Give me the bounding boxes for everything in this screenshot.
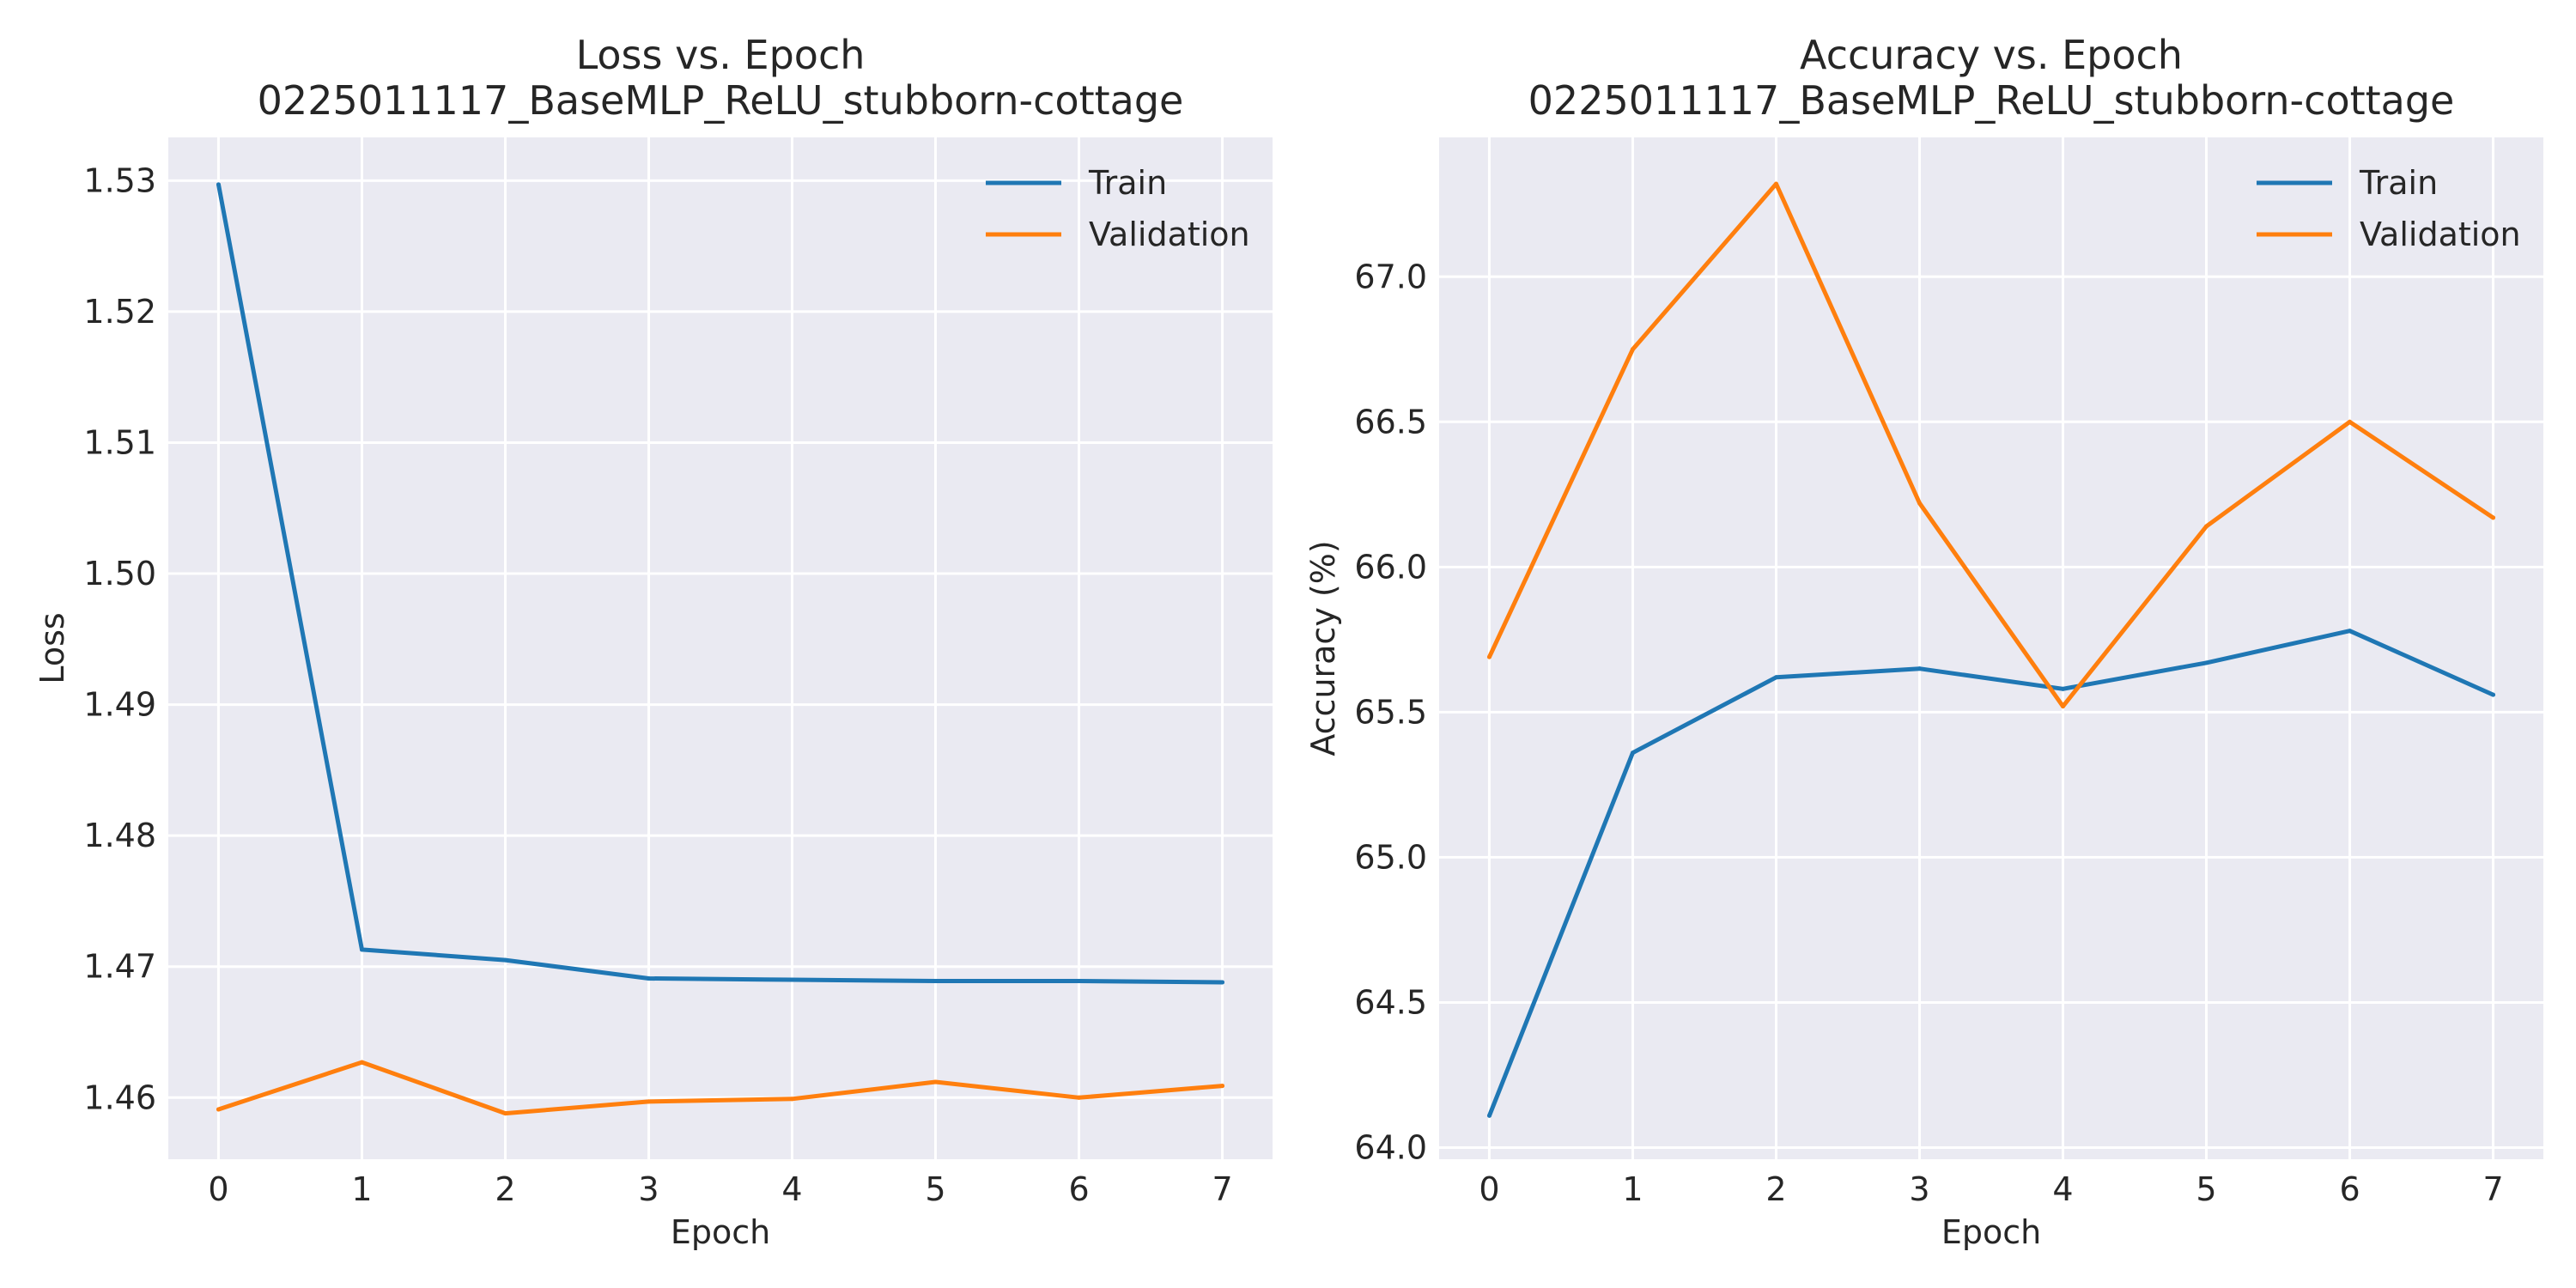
data-point-train <box>790 977 795 982</box>
x-tick-label: 4 <box>781 1170 802 1208</box>
y-tick-label: 1.47 <box>83 948 156 986</box>
data-point-train <box>1486 1113 1492 1118</box>
y-tick-label: 65.5 <box>1354 693 1427 731</box>
y-axis-label: Accuracy (%) <box>1304 540 1342 756</box>
series-line-validation <box>1487 181 2495 709</box>
y-tick-label: 66.0 <box>1354 548 1427 586</box>
x-tick-label: 1 <box>1622 1170 1643 1208</box>
x-tick-label: 5 <box>925 1170 945 1208</box>
chart-title: Accuracy vs. Epoch <box>1800 32 2183 78</box>
data-point-validation <box>933 1079 939 1084</box>
legend-label-train: Train <box>1088 164 1167 202</box>
chart-panel-1: 0 1 2 3 4 5 6 7 64.0 64.5 65.0 65.5 66.0 66.5 67.0 Accu… <box>1304 32 2543 1251</box>
data-point-validation <box>359 1060 364 1065</box>
gridlines <box>168 137 1273 1159</box>
x-tick-label: 2 <box>495 1170 515 1208</box>
gridlines <box>1439 137 2543 1159</box>
data-point-validation <box>2061 704 2066 709</box>
y-tick-label: 64.5 <box>1354 983 1427 1021</box>
data-point-train <box>1077 979 1082 984</box>
data-point-train <box>1220 980 1225 985</box>
data-point-train <box>1773 675 1778 680</box>
data-point-validation <box>1486 654 1492 659</box>
chart-subtitle: 0225011117_BaseMLP_ReLU_stubborn-cottage <box>1528 77 2455 124</box>
x-tick-label: 3 <box>638 1170 659 1208</box>
data-point-train <box>2061 686 2066 691</box>
x-tick-label: 6 <box>2339 1170 2360 1208</box>
data-point-train <box>1630 750 1635 756</box>
x-tick-label: 0 <box>1479 1170 1499 1208</box>
series-line-train <box>1487 629 2495 1118</box>
data-point-train <box>933 979 939 984</box>
data-point-train <box>2204 660 2209 665</box>
data-point-train <box>216 182 221 187</box>
x-tick-label: 7 <box>1212 1170 1232 1208</box>
y-tick-label: 1.46 <box>83 1078 156 1116</box>
y-tick-label: 1.53 <box>83 161 156 199</box>
data-point-validation <box>1917 501 1922 506</box>
x-axis-label: Epoch <box>1941 1213 2041 1251</box>
y-tick-label: 1.51 <box>83 423 156 461</box>
data-point-validation <box>2348 419 2353 424</box>
plot-area <box>1439 137 2543 1159</box>
data-point-validation <box>2204 524 2209 529</box>
x-tick-label: 5 <box>2196 1170 2216 1208</box>
x-tick-label: 0 <box>208 1170 228 1208</box>
y-tick-label: 1.50 <box>83 555 156 592</box>
data-point-validation <box>1077 1095 1082 1100</box>
chart-subtitle: 0225011117_BaseMLP_ReLU_stubborn-cottage <box>258 77 1184 124</box>
data-point-validation <box>646 1099 651 1104</box>
series-line-validation <box>216 1060 1224 1116</box>
x-tick-label: 3 <box>1909 1170 1929 1208</box>
legend-label-validation: Validation <box>2360 216 2521 253</box>
data-point-train <box>359 947 364 952</box>
data-point-train <box>1917 666 1922 671</box>
x-tick-label: 1 <box>351 1170 372 1208</box>
y-tick-label: 64.0 <box>1354 1128 1427 1166</box>
chart-title: Loss vs. Epoch <box>576 32 866 78</box>
data-point-train <box>2491 692 2496 697</box>
y-tick-label: 66.5 <box>1354 403 1427 440</box>
series-line-train <box>216 182 1224 985</box>
y-tick-label: 67.0 <box>1354 258 1427 295</box>
chart-panel-0: 0 1 2 3 4 5 6 7 1.46 1.47 1.48 1.49 1.50 1.51 1.52 1.53… <box>33 32 1273 1251</box>
x-axis-label: Epoch <box>671 1213 770 1251</box>
y-tick-label: 1.49 <box>83 686 156 724</box>
legend: Train Validation <box>2257 164 2521 253</box>
y-tick-label: 1.52 <box>83 293 156 331</box>
plot-area <box>168 137 1273 1159</box>
data-point-validation <box>1630 347 1635 352</box>
x-tick-label: 7 <box>2482 1170 2503 1208</box>
data-point-validation <box>1220 1084 1225 1089</box>
data-point-validation <box>216 1107 221 1112</box>
data-point-validation <box>502 1111 507 1116</box>
x-tick-label: 2 <box>1765 1170 1786 1208</box>
legend: Train Validation <box>986 164 1250 253</box>
data-point-train <box>646 975 651 981</box>
data-point-train <box>2348 629 2353 634</box>
data-point-validation <box>1773 181 1778 186</box>
legend-label-train: Train <box>2359 164 2438 202</box>
data-point-train <box>502 957 507 963</box>
y-tick-label: 1.48 <box>83 817 156 854</box>
data-point-validation <box>2491 515 2496 520</box>
x-tick-label: 4 <box>2052 1170 2073 1208</box>
x-tick-label: 6 <box>1068 1170 1089 1208</box>
data-point-validation <box>790 1097 795 1102</box>
y-axis-label: Loss <box>33 612 71 683</box>
y-tick-label: 65.0 <box>1354 838 1427 876</box>
legend-label-validation: Validation <box>1089 216 1250 253</box>
